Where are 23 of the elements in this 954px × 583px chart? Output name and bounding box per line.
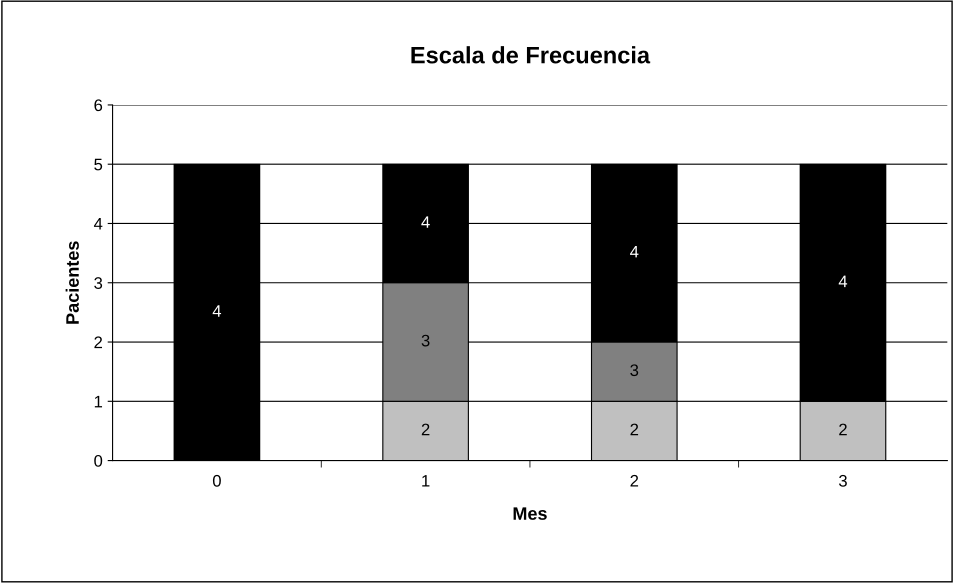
y-tick-label: 5 <box>94 158 102 170</box>
category-label: 3 <box>422 334 430 346</box>
x-axis-title: Mes <box>514 507 547 520</box>
text: 4 <box>421 216 430 228</box>
x-tick-label: 2 <box>630 474 638 487</box>
category-label: 2 <box>630 424 638 436</box>
y-axis-title: Pacientes <box>66 241 79 324</box>
x-tick-label: 1 <box>422 475 430 487</box>
chart-title: Escala de Frecuencia <box>411 46 650 64</box>
x-tick-label: 3 <box>838 474 847 487</box>
y-tick-label: 4 <box>94 218 102 230</box>
y-tick-label: 1 <box>94 396 102 408</box>
category-label: 2 <box>839 424 847 436</box>
y-tick-label: 6 <box>94 99 102 112</box>
y-tick-label: 3 <box>94 277 102 289</box>
series-label: 4 <box>630 246 638 258</box>
x-tick-label: 0 <box>212 474 221 487</box>
text: 4 <box>212 305 222 317</box>
text: 4 <box>838 276 848 288</box>
series-label: 3 <box>630 364 638 376</box>
y-tick-label: 2 <box>94 336 102 348</box>
series-label: 2 <box>422 424 430 436</box>
y-tick-label: 0 <box>94 454 102 467</box>
